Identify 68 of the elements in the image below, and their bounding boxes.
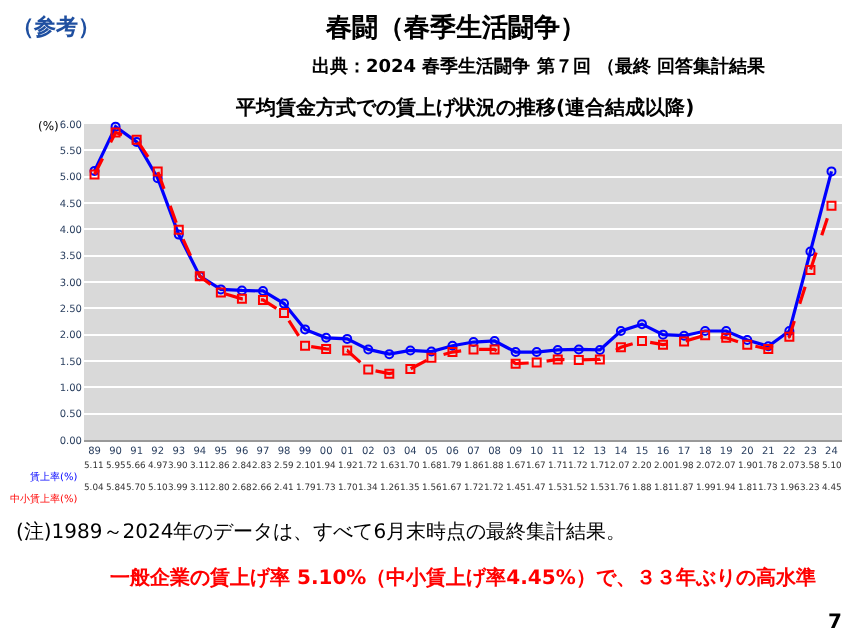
point <box>279 308 290 319</box>
point <box>636 335 647 346</box>
chart-title: 平均賃金方式での賃上げ状況の推移(連合結成以降) <box>234 96 695 120</box>
point <box>342 345 353 356</box>
point <box>721 332 732 343</box>
point <box>552 354 563 365</box>
point <box>257 294 268 305</box>
point <box>721 325 732 336</box>
point <box>784 325 795 336</box>
point <box>468 344 479 355</box>
point <box>615 342 626 353</box>
point <box>679 336 690 347</box>
point <box>173 229 184 240</box>
point <box>531 357 542 368</box>
point <box>468 337 479 348</box>
text: 一般企業の賃上げ率 5.10%（中小賃上げ率4.45%）で、３３年ぶりの高水準 <box>110 566 816 590</box>
text: 春闘（春季生活闘争） <box>324 12 586 44</box>
point <box>489 335 500 346</box>
point <box>826 166 837 177</box>
point <box>236 285 247 296</box>
point <box>152 166 163 177</box>
point <box>700 325 711 336</box>
point <box>510 347 521 358</box>
point <box>342 333 353 344</box>
point <box>573 344 584 355</box>
point <box>426 346 437 357</box>
point <box>658 339 669 350</box>
point <box>489 344 500 355</box>
point <box>321 332 332 343</box>
point <box>658 329 669 340</box>
point <box>321 343 332 354</box>
text: 7 <box>828 612 842 634</box>
point <box>679 330 690 341</box>
text: （参考） <box>12 14 100 40</box>
point <box>279 298 290 309</box>
point <box>615 325 626 336</box>
point <box>363 344 374 355</box>
point <box>363 364 374 375</box>
point <box>447 347 458 358</box>
point <box>110 127 121 138</box>
point <box>784 331 795 342</box>
point <box>384 368 395 379</box>
point <box>552 344 563 355</box>
point <box>384 349 395 360</box>
chart-subtitle: 出典：2024 春季生活闘争 第７回 （最終 回答集計結果 <box>312 56 768 78</box>
point <box>173 224 184 235</box>
point <box>742 334 753 345</box>
point <box>594 344 605 355</box>
point <box>636 319 647 330</box>
text: (注)1989～2024年のデータは、すべて6月末時点の最終集計結果。 <box>16 520 627 544</box>
point <box>300 340 311 351</box>
point <box>110 121 121 132</box>
point <box>700 330 711 341</box>
point <box>405 345 416 356</box>
point <box>447 340 458 351</box>
point <box>805 246 816 257</box>
point <box>510 358 521 369</box>
point <box>531 347 542 358</box>
point <box>805 264 816 275</box>
point <box>594 354 605 365</box>
point <box>236 293 247 304</box>
point <box>742 339 753 350</box>
point <box>573 354 584 365</box>
point <box>826 200 837 211</box>
point <box>426 352 437 363</box>
point <box>257 285 268 296</box>
point <box>300 324 311 335</box>
point <box>405 363 416 374</box>
